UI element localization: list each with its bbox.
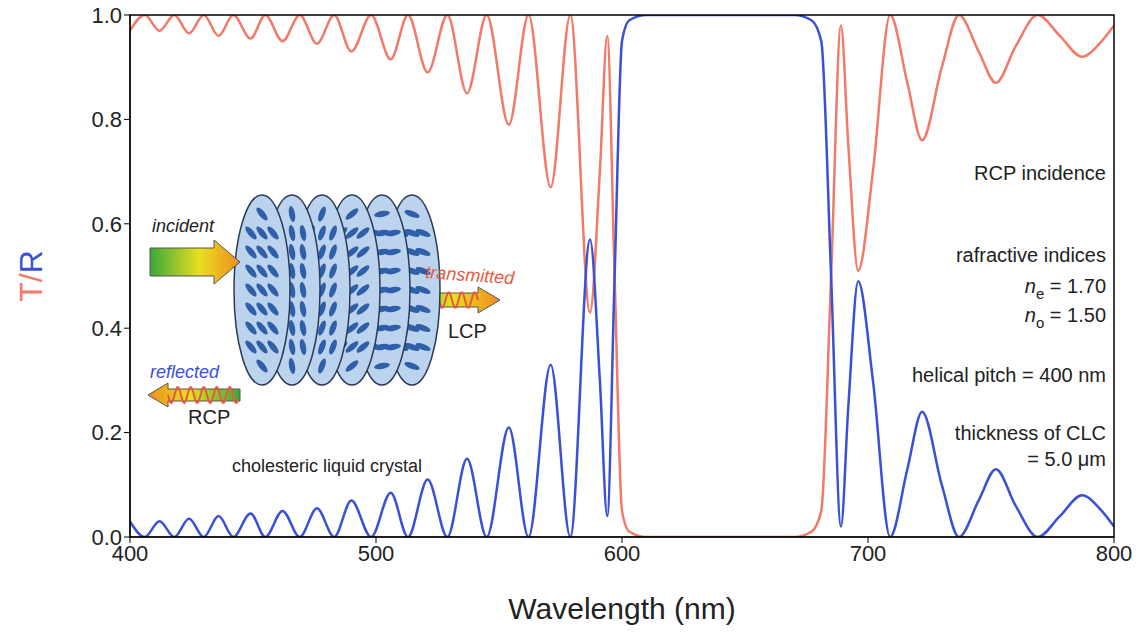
svg-text:no = 1.50: no = 1.50 bbox=[1025, 304, 1106, 331]
svg-text:0.0: 0.0 bbox=[91, 525, 122, 550]
svg-text:rafractive indices: rafractive indices bbox=[956, 244, 1106, 266]
svg-text:700: 700 bbox=[850, 541, 887, 566]
svg-text:= 5.0 μm: = 5.0 μm bbox=[1027, 448, 1106, 470]
svg-text:Wavelength (nm): Wavelength (nm) bbox=[508, 592, 735, 625]
svg-text:cholesteric liquid crystal: cholesteric liquid crystal bbox=[232, 456, 422, 476]
svg-text:400: 400 bbox=[111, 540, 149, 566]
svg-text:LCP: LCP bbox=[448, 320, 487, 342]
svg-text:0.6: 0.6 bbox=[91, 212, 122, 237]
svg-text:helical pitch = 400 nm: helical pitch = 400 nm bbox=[912, 364, 1106, 386]
svg-text:0.2: 0.2 bbox=[91, 420, 122, 445]
svg-text:1.0: 1.0 bbox=[91, 3, 122, 28]
svg-text:ne = 1.70: ne = 1.70 bbox=[1025, 275, 1106, 302]
svg-text:T/R: T/R bbox=[13, 250, 49, 302]
svg-text:transmitted: transmitted bbox=[425, 262, 516, 288]
svg-text:thickness of CLC: thickness of CLC bbox=[955, 422, 1106, 444]
svg-text:800: 800 bbox=[1096, 541, 1133, 566]
svg-text:500: 500 bbox=[358, 541, 395, 566]
svg-text:0.8: 0.8 bbox=[91, 107, 122, 132]
svg-text:0.4: 0.4 bbox=[91, 316, 122, 341]
svg-text:reflected: reflected bbox=[150, 362, 220, 382]
svg-text:incident: incident bbox=[152, 216, 215, 236]
svg-text:RCP incidence: RCP incidence bbox=[974, 162, 1106, 184]
svg-text:600: 600 bbox=[604, 541, 641, 566]
svg-text:RCP: RCP bbox=[188, 406, 230, 428]
